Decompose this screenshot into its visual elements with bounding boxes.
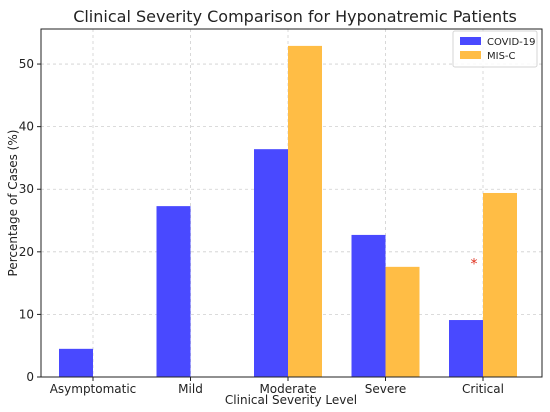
bar-covid-19-severe [351, 234, 386, 377]
y-axis-ticks: 0 10 20 30 40 50 [19, 57, 41, 384]
y-tick-label: 0 [26, 370, 34, 384]
legend-label: COVID-19 [487, 37, 536, 48]
bar-mis-c-moderate [288, 45, 322, 377]
x-axis-label: Clinical Severity Level [225, 393, 357, 407]
y-tick-label: 30 [19, 182, 34, 196]
legend: COVID-19 MIS-C [452, 30, 538, 68]
y-tick-label: 50 [19, 57, 34, 71]
annotation-asterisk: * [471, 256, 478, 272]
bars [59, 45, 517, 377]
bar-covid-19-critical [449, 320, 483, 377]
x-tick-label: Severe [365, 382, 407, 396]
bar-covid-19-asymptomatic [59, 348, 93, 377]
y-tick-label: 40 [19, 120, 34, 134]
bar-covid-19-mild [156, 206, 191, 377]
annotations: * [471, 256, 478, 272]
y-tick-label: 10 [19, 307, 34, 321]
legend-swatch [460, 51, 481, 59]
bar-mis-c-severe [385, 266, 420, 377]
chart-title: Clinical Severity Comparison for Hyponat… [73, 7, 517, 26]
bar-mis-c-critical [483, 192, 517, 377]
x-tick-label: Moderate [259, 382, 316, 396]
x-tick-label: Critical [462, 382, 504, 396]
x-tick-label: Mild [178, 382, 203, 396]
y-axis-label: Percentage of Cases (%) [6, 130, 20, 277]
x-tick-label: Asymptomatic [50, 382, 137, 396]
x-axis-ticks: Asymptomatic Mild Moderate Severe Critical [50, 377, 504, 396]
y-tick-label: 20 [19, 245, 34, 259]
bar-covid-19-moderate [254, 149, 288, 377]
plot-frame [40, 28, 543, 378]
legend-swatch [460, 37, 481, 45]
legend-label: MIS-C [487, 51, 516, 62]
